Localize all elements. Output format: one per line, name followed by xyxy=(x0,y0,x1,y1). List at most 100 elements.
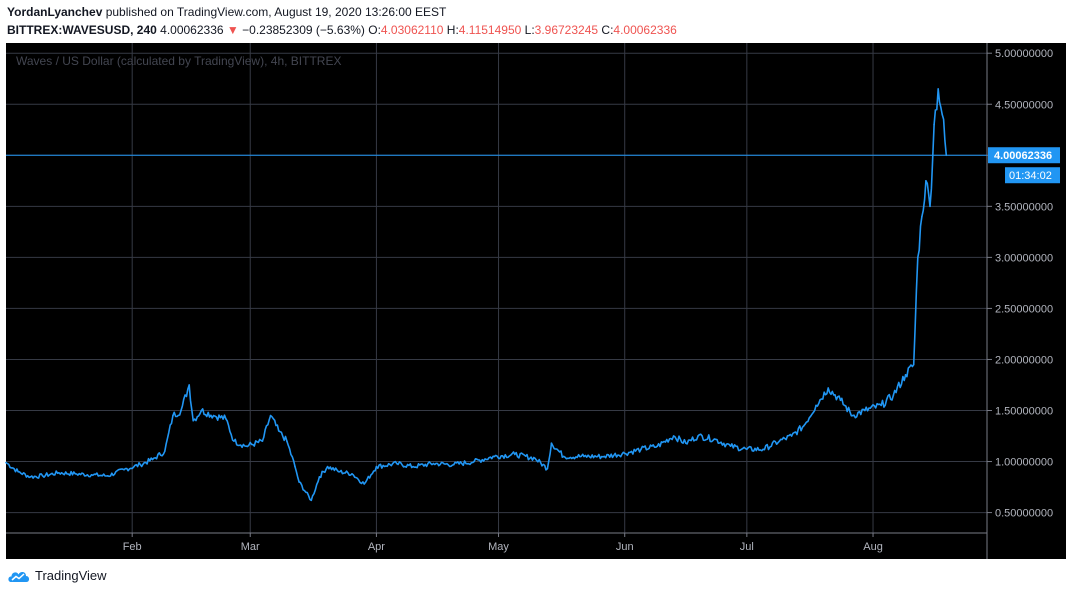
high-value: 4.11514950 xyxy=(458,23,522,37)
data-point xyxy=(326,465,329,468)
high-label: H: xyxy=(446,23,459,37)
data-point xyxy=(277,430,280,432)
grid-lines xyxy=(6,43,987,533)
series-group xyxy=(5,88,948,502)
data-point xyxy=(917,256,919,259)
author-name[interactable]: YordanLyanchev xyxy=(7,5,103,19)
data-point xyxy=(338,470,341,473)
data-point xyxy=(351,472,353,475)
y-tick-label: 2.00000000 xyxy=(995,354,1053,366)
data-point xyxy=(58,471,60,474)
tradingview-cloud-icon xyxy=(8,571,30,582)
data-point xyxy=(534,457,536,460)
x-tick-label: May xyxy=(488,541,509,553)
data-point xyxy=(640,448,642,451)
x-axis: Feb Mar Apr May Jun Jul Aug xyxy=(6,532,987,553)
data-point xyxy=(684,442,687,444)
data-point xyxy=(41,475,44,477)
x-tick-label: Feb xyxy=(123,541,142,553)
x-tick-label: Apr xyxy=(368,541,385,553)
data-point xyxy=(233,440,235,442)
data-point xyxy=(180,409,182,412)
data-point xyxy=(90,474,93,476)
y-axis: 0.50000000 1.00000000 1.50000000 2.00000000… xyxy=(986,43,1053,559)
data-point xyxy=(827,387,830,389)
data-point xyxy=(912,363,915,366)
footer-brand[interactable]: TradingView xyxy=(7,568,107,583)
data-point xyxy=(294,465,296,468)
data-point xyxy=(790,435,793,437)
brand-name: TradingView xyxy=(35,568,107,583)
data-point xyxy=(546,467,549,470)
data-point xyxy=(937,88,939,90)
countdown-badge xyxy=(1005,167,1060,184)
down-arrow-icon: ▼ xyxy=(226,23,239,37)
data-point xyxy=(729,445,732,448)
data-point xyxy=(762,448,764,451)
y-tick-label: 0.50000000 xyxy=(995,508,1053,520)
x-tick-label: Aug xyxy=(863,541,883,553)
x-tick-label: Jun xyxy=(616,541,634,553)
data-point xyxy=(921,215,923,218)
data-point xyxy=(139,463,142,466)
data-point xyxy=(697,435,699,437)
y-tick-label: 5.00000000 xyxy=(995,48,1053,60)
data-point xyxy=(188,384,190,386)
data-point xyxy=(514,453,516,456)
data-point xyxy=(5,461,7,464)
data-point xyxy=(192,419,195,422)
data-point xyxy=(74,472,76,475)
chart-title: Waves / US Dollar (calculated by Trading… xyxy=(16,54,341,68)
chart-background xyxy=(6,43,1066,559)
low-label: L: xyxy=(524,23,535,37)
data-point xyxy=(318,476,321,478)
data-point xyxy=(941,113,944,116)
data-point xyxy=(225,417,227,420)
data-point xyxy=(603,455,606,458)
data-point xyxy=(412,465,414,468)
close-value: 4.00062336 xyxy=(613,23,677,37)
y-tick-label: 4.50000000 xyxy=(995,99,1053,111)
last-price-label: 4.00062336 xyxy=(994,150,1052,162)
data-point xyxy=(583,455,585,458)
data-point xyxy=(298,481,300,483)
data-point xyxy=(933,123,935,126)
last-price-badge xyxy=(988,147,1060,164)
last-price: 4.00062336 xyxy=(160,23,224,37)
data-point xyxy=(839,399,842,402)
data-point xyxy=(286,440,288,442)
low-value: 3.96723245 xyxy=(534,23,599,37)
data-point xyxy=(151,458,154,461)
data-point xyxy=(746,448,748,451)
data-point xyxy=(892,394,895,396)
open-value: 4.03062110 xyxy=(380,23,444,37)
data-point xyxy=(803,425,805,427)
data-point xyxy=(172,414,174,417)
data-point xyxy=(672,435,675,437)
x-tick-label: Jul xyxy=(740,541,754,553)
data-point xyxy=(261,440,264,442)
data-point xyxy=(562,455,565,458)
data-point xyxy=(550,442,553,444)
data-point xyxy=(493,455,496,458)
data-point xyxy=(778,440,781,442)
data-point xyxy=(432,462,435,465)
data-point xyxy=(269,414,272,417)
data-point xyxy=(395,462,398,465)
price-badges: 4.00062336 01:34:02 xyxy=(988,147,1060,184)
price-series-line xyxy=(5,88,948,502)
data-point xyxy=(163,450,166,453)
data-point xyxy=(106,475,109,477)
y-tick-label: 3.50000000 xyxy=(995,201,1053,213)
data-point xyxy=(925,180,927,182)
publish-info: YordanLyanchev published on TradingView.… xyxy=(7,5,446,19)
data-point xyxy=(851,414,854,417)
data-point xyxy=(880,404,882,407)
y-tick-label: 1.50000000 xyxy=(995,406,1053,418)
data-point xyxy=(245,445,247,448)
data-point xyxy=(473,460,475,463)
open-label: O: xyxy=(368,23,381,37)
symbol-info: BITTREX:WAVESUSD, 240 4.00062336 ▼ −0.23… xyxy=(7,23,677,37)
data-point xyxy=(452,463,455,466)
